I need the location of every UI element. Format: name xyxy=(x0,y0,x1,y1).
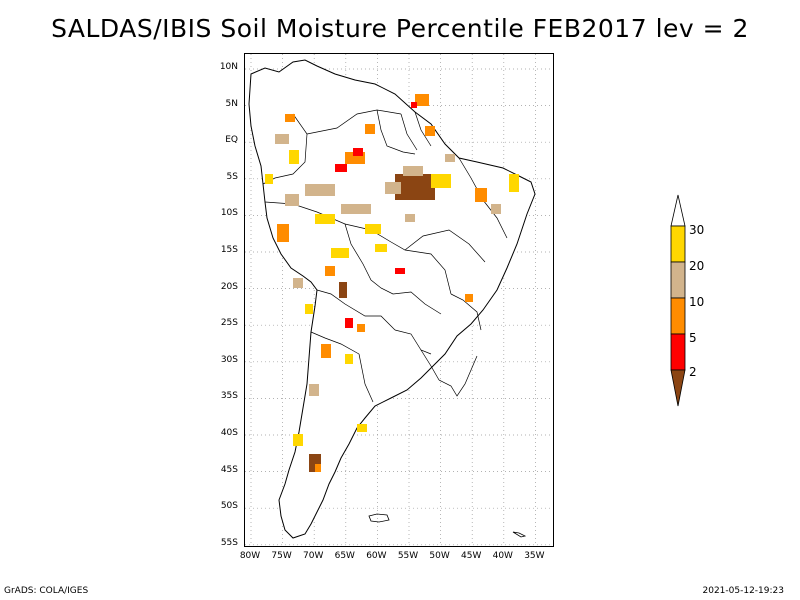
lon-label: 65W xyxy=(334,551,355,561)
footer-timestamp: 2021-05-12-19:23 xyxy=(702,586,785,596)
map-frame xyxy=(244,53,554,547)
lon-label: 55W xyxy=(397,551,419,561)
moisture-patch xyxy=(353,148,363,156)
moisture-patch xyxy=(335,164,347,172)
legend-arrow-top xyxy=(670,194,686,227)
lat-label: 15S xyxy=(220,245,238,255)
moisture-patch xyxy=(305,184,335,196)
moisture-patch xyxy=(395,268,405,274)
lon-label: 70W xyxy=(303,551,324,561)
moisture-patch xyxy=(395,174,435,200)
legend-label-5: 5 xyxy=(689,331,697,345)
moisture-patch xyxy=(305,304,313,314)
legend-arrow-bottom xyxy=(670,369,686,407)
legend-bin-10-20 xyxy=(670,261,686,299)
lat-label: EQ xyxy=(225,135,238,146)
moisture-patch xyxy=(403,166,423,176)
moisture-patch xyxy=(309,384,319,396)
moisture-patch xyxy=(345,354,353,364)
moisture-patch xyxy=(475,188,487,202)
moisture-patch xyxy=(405,214,415,222)
moisture-patch xyxy=(411,102,417,108)
lon-label: 50W xyxy=(429,551,450,561)
legend-label-10: 10 xyxy=(689,295,704,309)
moisture-patch xyxy=(277,224,289,242)
legend-bin-20-30 xyxy=(670,225,686,263)
lat-label: 5S xyxy=(226,171,238,182)
lat-label: 10N xyxy=(219,62,238,72)
moisture-patch xyxy=(357,424,367,432)
moisture-patch xyxy=(357,324,365,332)
moisture-patch xyxy=(431,174,451,188)
falkland-islands xyxy=(368,513,390,523)
south-georgia-island xyxy=(512,531,527,538)
lat-label: 5N xyxy=(225,98,238,109)
moisture-patch xyxy=(339,282,347,298)
map-title: SALDAS/IBIS Soil Moisture Percentile FEB… xyxy=(51,14,749,43)
moisture-patch xyxy=(465,294,473,302)
legend-label-2: 2 xyxy=(689,365,697,379)
lat-label: 25S xyxy=(220,318,238,329)
moisture-patch xyxy=(285,114,295,122)
moisture-patch xyxy=(285,194,299,206)
moisture-patch xyxy=(275,134,289,144)
lon-label: 40W xyxy=(492,551,513,561)
lon-label: 35W xyxy=(524,551,545,561)
moisture-patch xyxy=(293,278,303,288)
moisture-patch xyxy=(321,344,331,358)
lon-label: 80W xyxy=(239,551,261,561)
moisture-patch xyxy=(415,94,429,106)
colorbar-legend: 30 20 10 5 2 xyxy=(670,194,704,407)
moisture-patch xyxy=(265,174,273,184)
moisture-patch xyxy=(315,214,335,224)
lon-label: 75W xyxy=(271,551,292,561)
moisture-patch xyxy=(375,244,387,252)
moisture-patch xyxy=(325,266,335,276)
lat-label: 20S xyxy=(220,281,238,292)
moisture-patch xyxy=(331,248,349,258)
moisture-patch xyxy=(509,174,519,192)
moisture-patch xyxy=(293,434,303,446)
soil-moisture-patches xyxy=(265,94,519,472)
moisture-patch xyxy=(365,124,375,134)
continent-outline xyxy=(248,59,536,539)
footer-credit: GrADS: COLA/IGES xyxy=(4,586,89,596)
legend-bin-2-5 xyxy=(670,333,686,371)
moisture-patch xyxy=(385,182,401,194)
moisture-patch xyxy=(491,204,501,214)
moisture-patch xyxy=(365,224,381,234)
moisture-patch xyxy=(289,150,299,164)
lat-label: 10S xyxy=(220,208,238,219)
lat-label: 55S xyxy=(220,537,238,548)
moisture-patch xyxy=(445,154,455,162)
moisture-patch xyxy=(315,464,321,472)
lat-label: 40S xyxy=(220,428,238,438)
moisture-patch xyxy=(425,126,435,136)
legend-label-30: 30 xyxy=(689,223,704,237)
lon-label: 45W xyxy=(461,551,482,561)
moisture-patch xyxy=(345,318,353,328)
lat-label: 45S xyxy=(220,464,238,475)
legend-bin-5-10 xyxy=(670,297,686,335)
lat-label: 35S xyxy=(220,391,238,402)
moisture-patch xyxy=(341,204,371,214)
south-america-map xyxy=(245,54,553,546)
legend-label-20: 20 xyxy=(689,259,704,273)
lon-label: 60W xyxy=(366,551,387,561)
lat-label: 50S xyxy=(220,501,238,512)
lat-label: 30S xyxy=(220,354,238,365)
